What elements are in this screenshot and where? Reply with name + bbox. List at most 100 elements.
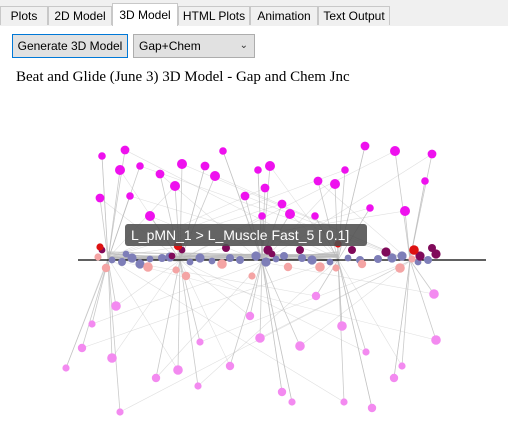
neuron-node[interactable] — [236, 256, 244, 264]
neuron-node[interactable] — [116, 408, 124, 416]
neuron-node[interactable] — [285, 209, 295, 219]
neuron-node[interactable] — [111, 301, 121, 311]
neuron-node[interactable] — [360, 141, 370, 151]
neuron-node[interactable] — [145, 211, 155, 221]
neuron-node[interactable] — [219, 147, 227, 155]
neuron-node[interactable] — [251, 251, 261, 261]
neuron-node[interactable] — [400, 206, 410, 216]
neuron-node[interactable] — [260, 183, 270, 193]
neuron-node[interactable] — [255, 333, 265, 343]
neuron-node[interactable] — [330, 179, 340, 189]
neuron-node[interactable] — [298, 254, 306, 262]
neuron-node[interactable] — [415, 251, 425, 261]
tab-animation[interactable]: Animation — [250, 6, 318, 25]
neuron-node[interactable] — [315, 262, 325, 272]
neuron-node[interactable] — [62, 364, 70, 372]
neuron-node[interactable] — [217, 259, 227, 269]
neuron-node[interactable] — [135, 259, 145, 269]
neuron-node[interactable] — [173, 365, 183, 375]
neuron-node[interactable] — [367, 403, 377, 413]
neuron-node[interactable] — [272, 255, 280, 263]
neuron-node[interactable] — [366, 204, 374, 212]
neuron-node[interactable] — [107, 353, 117, 363]
neuron-node[interactable] — [108, 256, 116, 264]
neuron-node[interactable] — [344, 254, 352, 262]
neuron-node[interactable] — [208, 257, 216, 265]
neuron-node[interactable] — [195, 253, 205, 263]
neuron-node[interactable] — [398, 362, 406, 370]
neuron-node[interactable] — [288, 398, 296, 406]
neuron-node[interactable] — [429, 289, 439, 299]
neuron-node[interactable] — [170, 181, 180, 191]
neuron-node[interactable] — [168, 252, 176, 260]
neuron-node[interactable] — [186, 258, 194, 266]
neuron-node[interactable] — [431, 335, 441, 345]
neuron-node[interactable] — [254, 166, 262, 174]
connection-type-select[interactable]: Gap+Chem ⌄ — [133, 34, 255, 58]
neuron-node[interactable] — [146, 255, 154, 263]
neuron-node[interactable] — [245, 311, 255, 321]
neuron-node[interactable] — [341, 166, 349, 174]
neuron-node[interactable] — [248, 272, 256, 280]
neuron-node[interactable] — [277, 387, 287, 397]
neuron-node[interactable] — [115, 165, 125, 175]
neuron-node[interactable] — [337, 321, 347, 331]
tab-3d-model[interactable]: 3D Model — [112, 3, 178, 26]
neuron-node[interactable] — [98, 152, 106, 160]
neuron-node[interactable] — [155, 169, 165, 179]
neuron-node[interactable] — [268, 250, 276, 258]
neuron-node[interactable] — [194, 382, 202, 390]
neuron-node[interactable] — [387, 253, 397, 263]
neuron-node[interactable] — [313, 176, 323, 186]
neuron-node[interactable] — [172, 266, 180, 274]
neuron-node[interactable] — [143, 262, 153, 272]
neuron-node[interactable] — [340, 398, 348, 406]
neuron-node[interactable] — [88, 320, 96, 328]
neuron-node[interactable] — [177, 159, 187, 169]
tab-2d-model[interactable]: 2D Model — [48, 6, 112, 25]
neuron-node[interactable] — [295, 341, 305, 351]
neuron-node[interactable] — [307, 255, 317, 265]
neuron-node[interactable] — [158, 254, 166, 262]
3d-model-canvas[interactable]: L_pMN_1 > L_Muscle Fast_5 [ 0.1] — [0, 126, 508, 421]
neuron-node[interactable] — [326, 258, 334, 266]
neuron-node[interactable] — [374, 255, 382, 263]
neuron-node[interactable] — [120, 145, 130, 155]
neuron-node[interactable] — [408, 255, 416, 263]
neuron-node[interactable] — [225, 361, 235, 371]
neuron-node[interactable] — [381, 247, 391, 257]
neuron-node[interactable] — [101, 263, 111, 273]
neuron-node[interactable] — [427, 149, 437, 159]
neuron-node[interactable] — [96, 243, 104, 251]
neuron-node[interactable] — [127, 253, 137, 263]
neuron-node[interactable] — [277, 199, 287, 209]
neuron-node[interactable] — [210, 171, 220, 181]
neuron-node[interactable] — [118, 258, 126, 266]
neuron-node[interactable] — [226, 254, 234, 262]
neuron-node[interactable] — [94, 253, 102, 261]
neuron-node[interactable] — [126, 192, 134, 200]
neuron-node[interactable] — [77, 343, 87, 353]
neuron-node[interactable] — [181, 271, 191, 281]
neuron-node[interactable] — [280, 252, 288, 260]
tab-text-output[interactable]: Text Output — [318, 6, 390, 25]
tab-plots[interactable]: Plots — [0, 6, 48, 25]
neuron-node[interactable] — [311, 212, 319, 220]
neuron-node[interactable] — [196, 338, 204, 346]
neuron-node[interactable] — [389, 373, 399, 383]
neuron-node[interactable] — [311, 291, 321, 301]
neuron-node[interactable] — [265, 161, 275, 171]
neuron-node[interactable] — [200, 161, 210, 171]
neuron-node[interactable] — [258, 212, 266, 220]
neuron-node[interactable] — [409, 245, 419, 255]
neuron-node[interactable] — [95, 193, 105, 203]
neuron-node[interactable] — [136, 162, 144, 170]
neuron-node[interactable] — [362, 348, 370, 356]
neuron-node[interactable] — [397, 251, 407, 261]
neuron-node[interactable] — [348, 246, 356, 254]
neuron-node[interactable] — [390, 146, 400, 156]
neuron-node[interactable] — [151, 373, 161, 383]
neuron-node[interactable] — [283, 262, 293, 272]
neuron-node[interactable] — [296, 246, 304, 254]
neuron-node[interactable] — [395, 263, 405, 273]
